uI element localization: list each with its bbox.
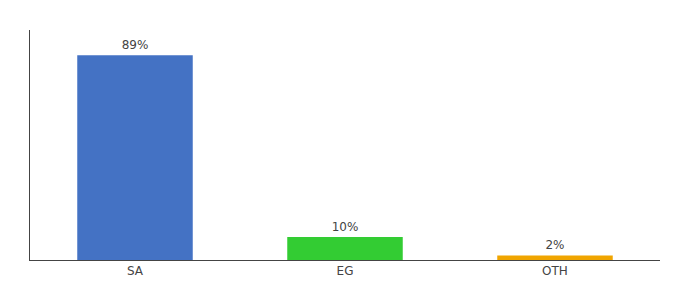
svg-text:10%: 10% <box>332 220 359 234</box>
svg-text:2%: 2% <box>545 238 564 252</box>
svg-text:OTH: OTH <box>542 264 568 278</box>
svg-text:89%: 89% <box>122 38 149 52</box>
svg-text:SA: SA <box>127 264 144 278</box>
svg-text:EG: EG <box>337 264 354 278</box>
